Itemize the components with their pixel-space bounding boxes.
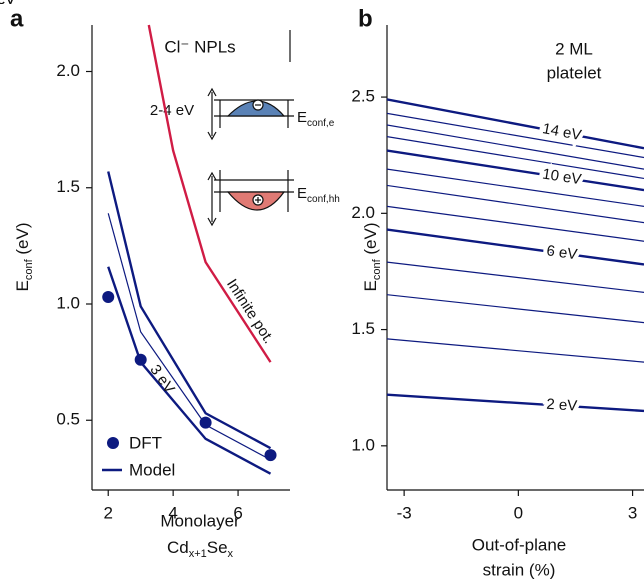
data-line (387, 149, 644, 192)
x-tick-label: -3 (397, 503, 412, 522)
line-label: 4 eV (0, 0, 15, 8)
chart-title: platelet (547, 63, 602, 82)
line-label: 2 eV (0, 0, 15, 8)
data-line (387, 261, 644, 293)
inset-label: Econf,e (297, 109, 335, 129)
y-tick-label: 1.0 (56, 293, 80, 312)
inset-label: Econf,hh (297, 185, 340, 205)
line-label: 3 eV (146, 362, 178, 397)
line-label: 2 eV (546, 396, 578, 415)
data-line (387, 393, 644, 413)
x-tick-label: 3 (628, 503, 637, 522)
x-axis-label: Cdx+1Sex (167, 538, 234, 559)
y-axis-label: Econf (eV) (13, 223, 34, 292)
inset-label: 2-4 eV (150, 102, 194, 119)
y-tick-label: 2.0 (56, 61, 80, 80)
y-tick-label: 1.5 (351, 319, 375, 338)
x-tick-label: 2 (103, 503, 112, 522)
x-tick-label: 4 (168, 503, 177, 522)
y-tick-label: 2.0 (351, 203, 375, 222)
x-axis-label: Monolayer (160, 511, 240, 530)
x-tick-label: 0 (514, 503, 523, 522)
plot-area: 4 eV 3 eV 2 eV Infinite pot. (0, 0, 277, 475)
legend-label: DFT (129, 433, 162, 452)
legend-marker (107, 437, 119, 449)
panel-label: b (358, 5, 373, 32)
chart-title: Cl⁻ NPLs (164, 37, 235, 56)
data-point (102, 291, 115, 304)
line-label: 10 eV (541, 166, 582, 189)
data-line (387, 98, 644, 150)
data-line (387, 136, 644, 180)
x-tick-label: 6 (233, 503, 242, 522)
data-line (387, 184, 644, 224)
y-tick-label: 1.0 (351, 435, 375, 454)
legend-label: Model (129, 460, 175, 479)
data-line (387, 112, 644, 159)
line-label: Infinite pot. (223, 276, 277, 347)
data-line (107, 266, 272, 475)
inset-diagram (207, 30, 294, 227)
data-line (387, 124, 644, 170)
chart-title: 2 ML (555, 39, 593, 58)
data-line (107, 213, 271, 461)
data-line (387, 294, 644, 324)
x-axis-label: strain (%) (483, 560, 556, 579)
line-label: 6 eV (545, 242, 578, 263)
panel-label: a (10, 5, 24, 32)
data-line (387, 168, 644, 207)
data-line (107, 171, 272, 450)
data-line (387, 338, 644, 363)
data-line (387, 228, 644, 266)
data-line (147, 24, 272, 363)
data-line (387, 205, 644, 242)
y-tick-label: 1.5 (56, 177, 80, 196)
y-tick-label: 0.5 (56, 410, 80, 429)
x-axis-label: Out-of-plane (472, 535, 567, 554)
y-tick-label: 2.5 (351, 87, 375, 106)
y-axis-label: Econf (eV) (361, 223, 382, 292)
